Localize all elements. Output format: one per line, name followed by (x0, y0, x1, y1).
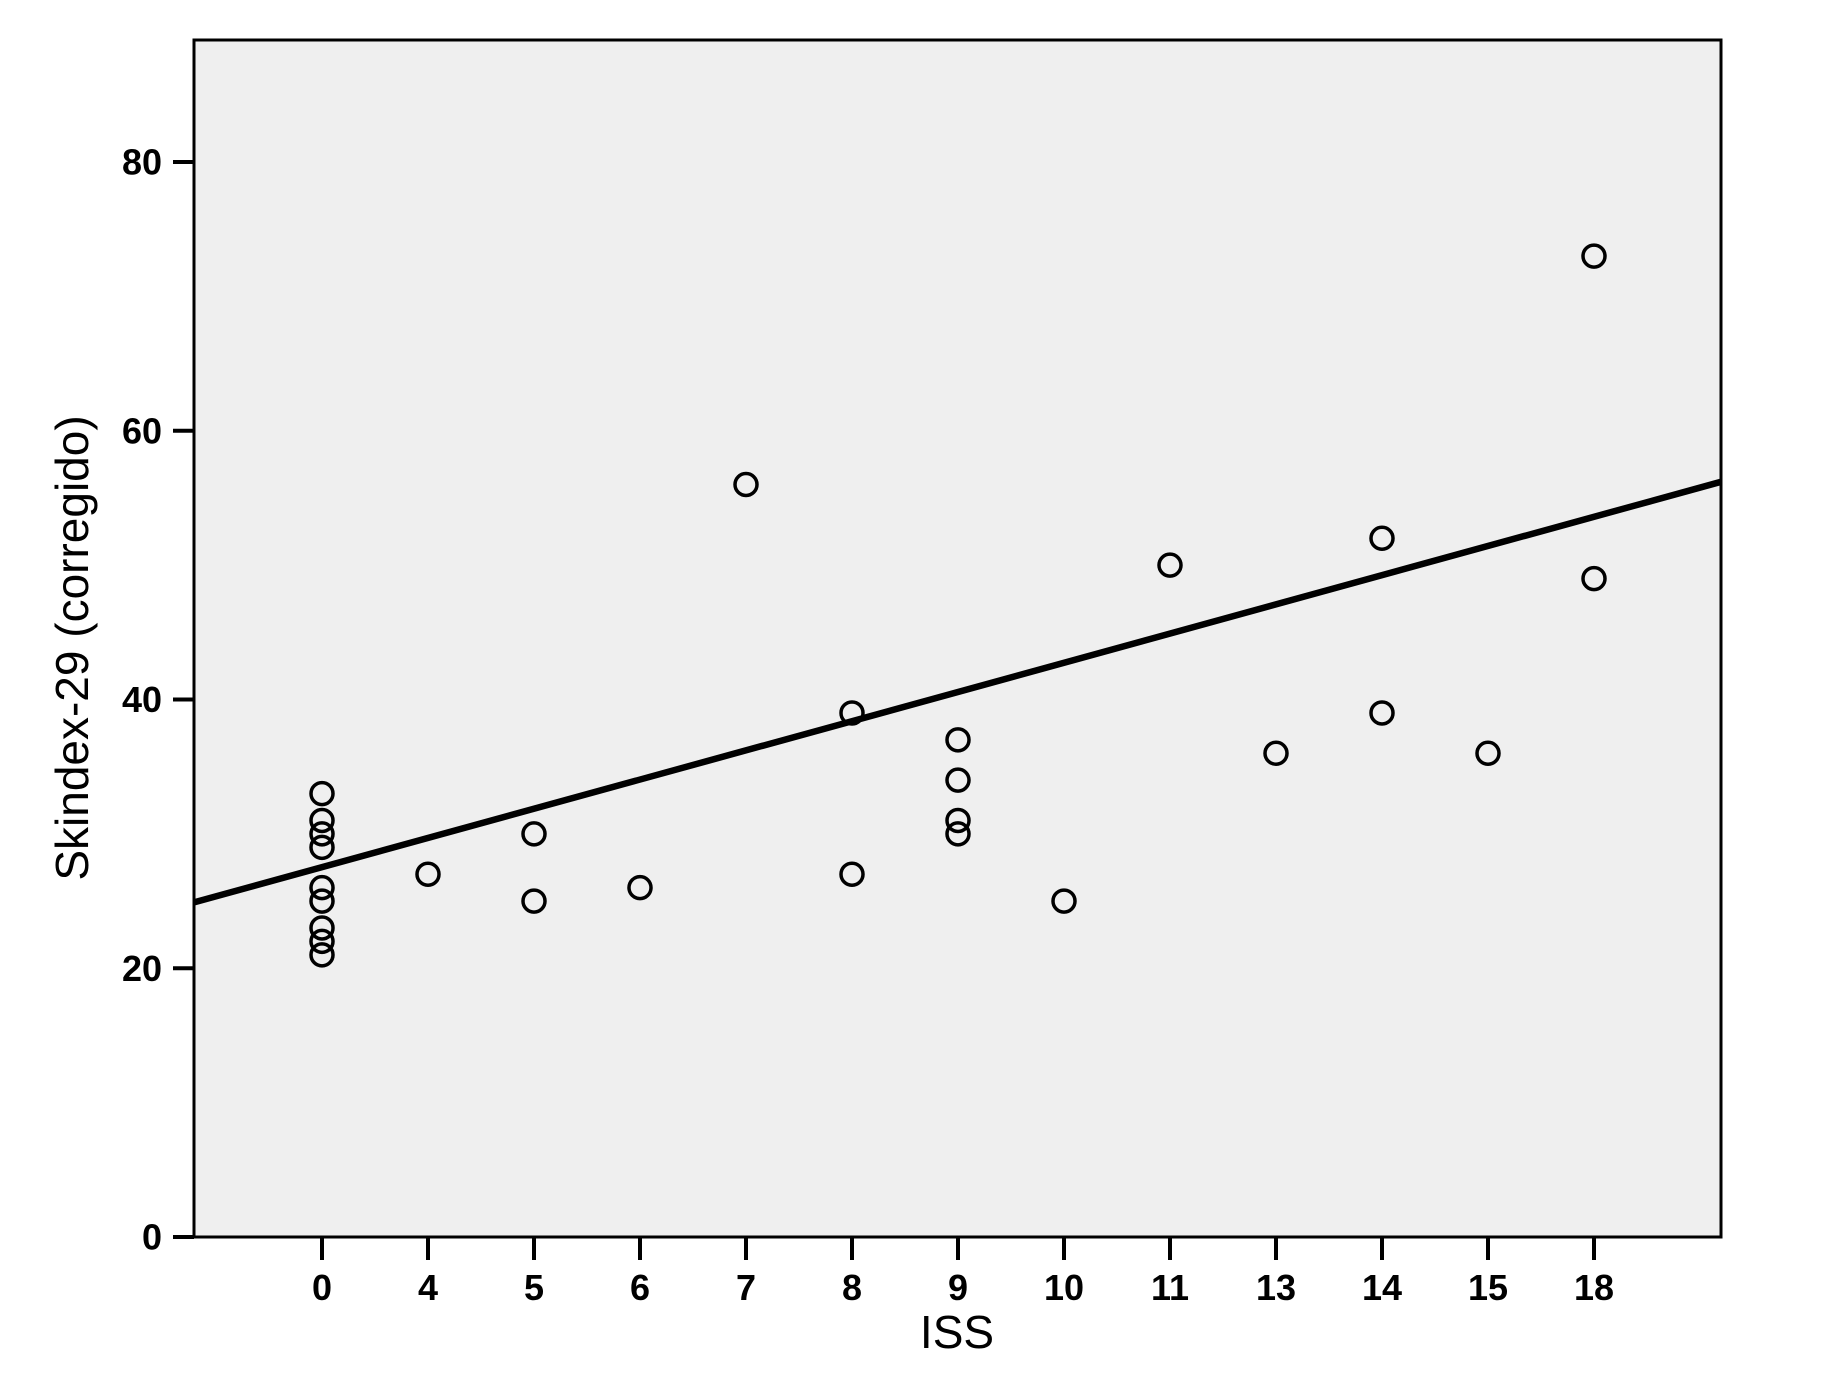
x-tick-label: 14 (1362, 1267, 1402, 1308)
x-tick-label: 9 (948, 1267, 968, 1308)
data-point (1051, 888, 1077, 914)
x-tick-label: 5 (524, 1267, 544, 1308)
x-tick-label: 18 (1574, 1267, 1614, 1308)
x-tick-label: 4 (418, 1267, 438, 1308)
regression-line (193, 478, 1722, 906)
x-tick-label: 13 (1256, 1267, 1296, 1308)
data-point (1157, 552, 1183, 578)
y-tick-label: 60 (122, 410, 162, 451)
data-point (521, 821, 547, 847)
data-point (309, 874, 335, 901)
data-point (309, 807, 335, 834)
x-tick-label: 6 (630, 1267, 650, 1308)
data-point (1263, 740, 1289, 766)
data-points (309, 243, 1607, 968)
y-tick-label: 0 (142, 1217, 162, 1258)
y-axis-title: Skindex-29 (corregido) (46, 415, 98, 880)
data-point (309, 928, 335, 955)
x-tick-label: 11 (1151, 1267, 1189, 1308)
plot-area (192, 38, 1723, 1239)
y-tick-label: 40 (122, 679, 162, 720)
data-point (945, 807, 971, 834)
x-tick-label: 15 (1468, 1267, 1508, 1308)
x-tick-label: 0 (312, 1267, 332, 1308)
data-point (1369, 700, 1395, 726)
data-point (309, 834, 335, 861)
data-point (733, 471, 759, 498)
data-point (1369, 525, 1395, 551)
data-point (309, 915, 335, 941)
x-axis-title: ISS (920, 1306, 994, 1358)
y-tick-label: 20 (122, 948, 162, 989)
data-point (521, 888, 547, 914)
data-point (309, 821, 335, 847)
data-point (839, 700, 865, 726)
data-point (309, 888, 335, 914)
data-point (309, 780, 335, 807)
data-point (839, 861, 865, 887)
x-axis-ticks: 0 4 5 6 7 8 9 10 11 13 14 15 18 (312, 1237, 1614, 1308)
x-tick-label: 8 (842, 1267, 862, 1308)
data-point (945, 727, 971, 753)
y-tick-label: 80 (122, 142, 162, 183)
data-point (1475, 740, 1501, 766)
data-point (627, 874, 653, 901)
x-tick-label: 7 (736, 1267, 756, 1308)
y-axis-ticks: 0 20 40 60 80 (122, 142, 194, 1258)
data-point (415, 861, 441, 887)
data-point (1581, 243, 1607, 269)
data-point (945, 767, 971, 793)
data-point (309, 942, 335, 968)
data-point (1581, 565, 1607, 592)
x-tick-label: 10 (1044, 1267, 1084, 1308)
data-point (945, 821, 971, 847)
